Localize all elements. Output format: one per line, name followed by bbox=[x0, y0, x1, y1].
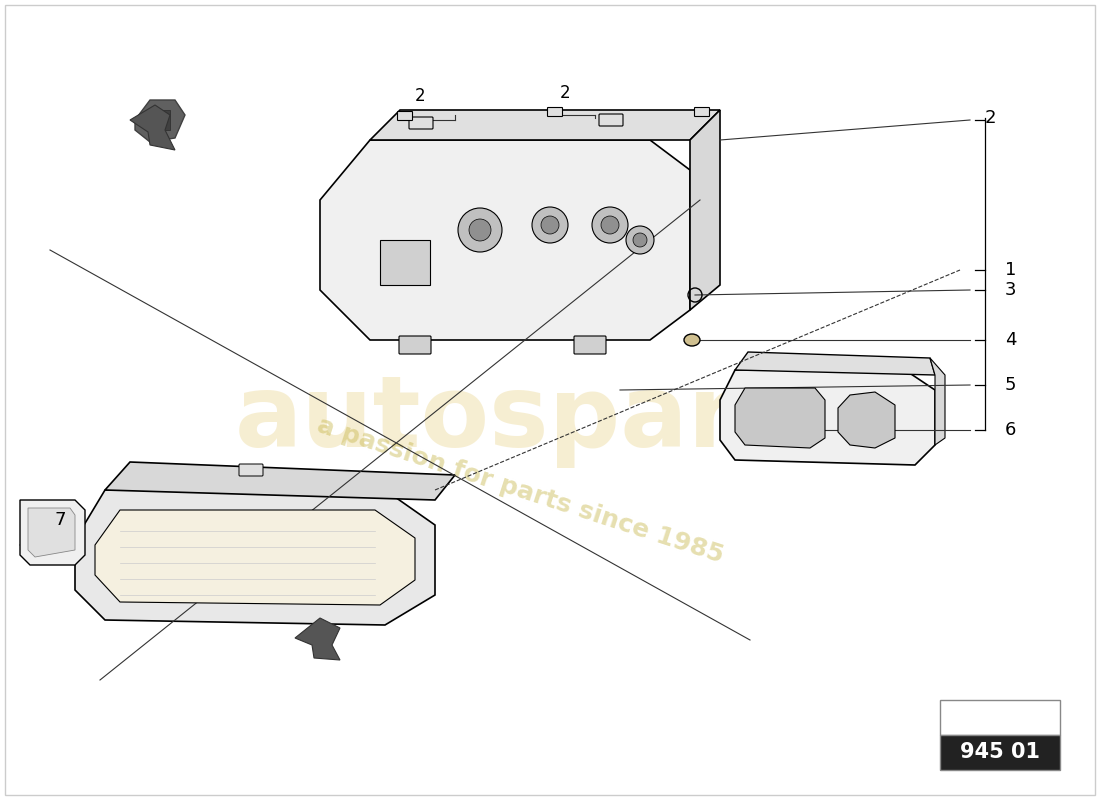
Polygon shape bbox=[95, 510, 415, 605]
FancyBboxPatch shape bbox=[940, 735, 1060, 770]
Circle shape bbox=[592, 207, 628, 243]
Text: 4: 4 bbox=[1005, 331, 1016, 349]
Polygon shape bbox=[130, 105, 175, 150]
Circle shape bbox=[632, 233, 647, 247]
Polygon shape bbox=[735, 388, 825, 448]
Text: 945 01: 945 01 bbox=[960, 742, 1040, 762]
Polygon shape bbox=[75, 490, 434, 625]
FancyBboxPatch shape bbox=[694, 107, 710, 117]
FancyBboxPatch shape bbox=[600, 114, 623, 126]
Circle shape bbox=[469, 219, 491, 241]
Text: a passion for parts since 1985: a passion for parts since 1985 bbox=[314, 413, 726, 567]
Circle shape bbox=[601, 216, 619, 234]
FancyBboxPatch shape bbox=[409, 117, 433, 129]
Polygon shape bbox=[838, 392, 895, 448]
Polygon shape bbox=[104, 462, 455, 500]
Polygon shape bbox=[135, 100, 185, 142]
Polygon shape bbox=[320, 140, 690, 340]
FancyBboxPatch shape bbox=[397, 111, 412, 121]
Circle shape bbox=[541, 216, 559, 234]
Polygon shape bbox=[20, 500, 85, 565]
Polygon shape bbox=[150, 110, 170, 130]
FancyBboxPatch shape bbox=[239, 464, 263, 476]
Polygon shape bbox=[930, 358, 945, 445]
FancyBboxPatch shape bbox=[399, 336, 431, 354]
FancyBboxPatch shape bbox=[548, 107, 562, 117]
Polygon shape bbox=[720, 370, 935, 465]
Text: 2: 2 bbox=[415, 87, 426, 105]
Polygon shape bbox=[690, 110, 721, 310]
Text: 2: 2 bbox=[984, 109, 997, 127]
Text: 1: 1 bbox=[1005, 261, 1016, 279]
Polygon shape bbox=[295, 618, 340, 660]
FancyBboxPatch shape bbox=[940, 700, 1060, 735]
Polygon shape bbox=[28, 508, 75, 557]
Text: 3: 3 bbox=[1005, 281, 1016, 299]
Text: 6: 6 bbox=[1005, 421, 1016, 439]
Circle shape bbox=[532, 207, 568, 243]
Polygon shape bbox=[735, 352, 935, 375]
Text: 5: 5 bbox=[1005, 376, 1016, 394]
Text: 7: 7 bbox=[55, 511, 66, 529]
Text: autospares: autospares bbox=[234, 371, 866, 469]
Polygon shape bbox=[379, 240, 430, 285]
Text: 2: 2 bbox=[560, 84, 570, 102]
Polygon shape bbox=[370, 110, 720, 140]
Circle shape bbox=[458, 208, 502, 252]
Circle shape bbox=[626, 226, 654, 254]
Ellipse shape bbox=[684, 334, 700, 346]
FancyBboxPatch shape bbox=[574, 336, 606, 354]
